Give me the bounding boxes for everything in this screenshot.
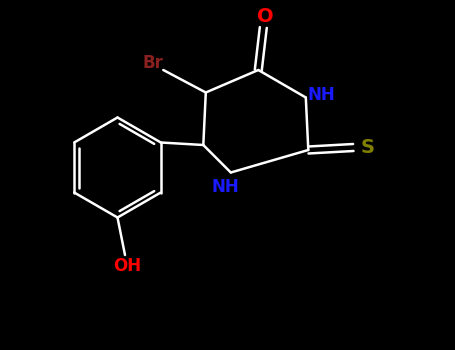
Text: Br: Br bbox=[143, 54, 164, 71]
Text: O: O bbox=[258, 7, 274, 26]
Text: NH: NH bbox=[308, 86, 336, 104]
Text: S: S bbox=[360, 138, 374, 157]
Text: NH: NH bbox=[212, 178, 240, 196]
Text: OH: OH bbox=[113, 257, 142, 275]
